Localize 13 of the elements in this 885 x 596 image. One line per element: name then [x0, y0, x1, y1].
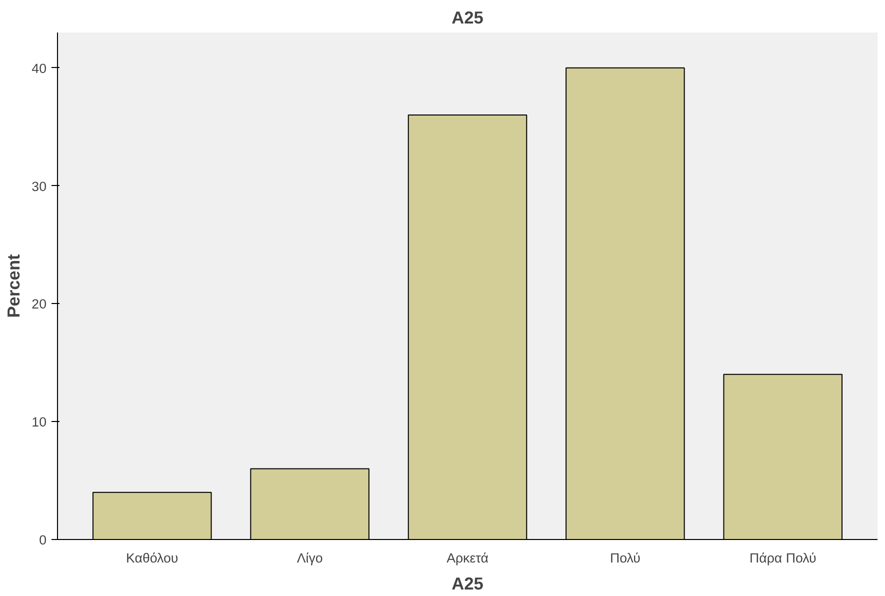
x-axis-title: A25: [452, 574, 484, 594]
y-tick-label: 0: [39, 532, 47, 548]
x-tick-label: Πάρα Πολύ: [750, 550, 816, 566]
y-axis-title: Percent: [4, 254, 24, 318]
y-tick-label: 10: [32, 414, 47, 430]
y-tick-label: 20: [32, 296, 47, 312]
x-tick-label: Αρκετά: [446, 550, 489, 566]
x-tick-label: Πολύ: [610, 550, 640, 566]
y-tick-label: 30: [32, 178, 47, 194]
x-tick-label: Λίγο: [296, 550, 323, 566]
x-tick-label: Καθόλου: [126, 550, 178, 566]
y-tick-label: 40: [32, 60, 47, 76]
chart-title: A25: [452, 8, 484, 28]
